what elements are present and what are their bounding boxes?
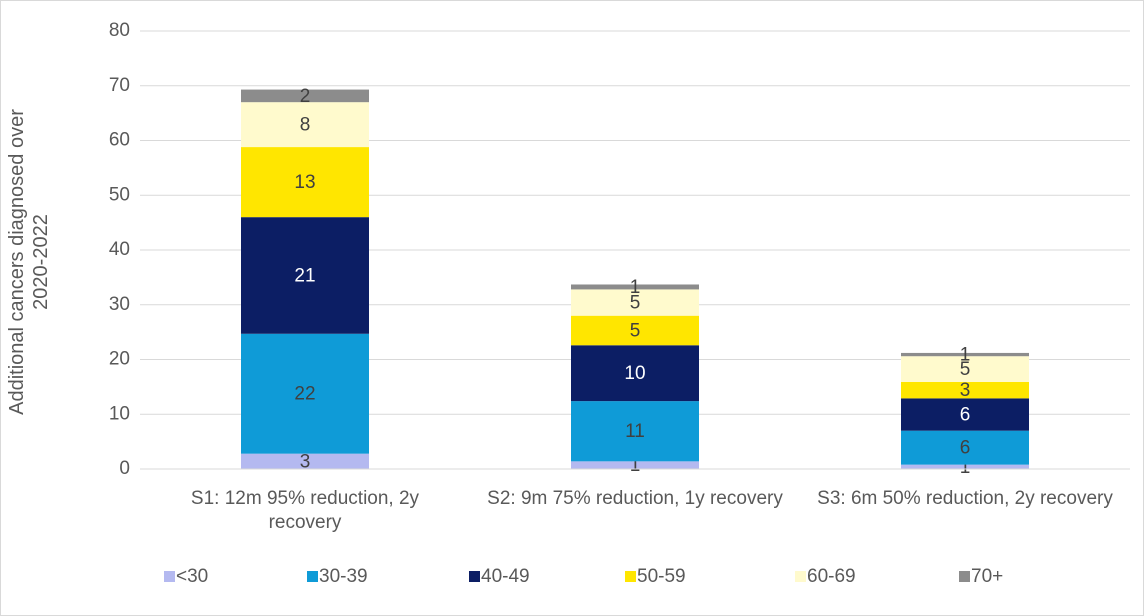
bar-segment (241, 89, 369, 103)
bar-segment (901, 464, 1029, 469)
y-tick-label: 60 (109, 130, 130, 151)
y-axis-title: Additional cancers diagnosed over 2020-2… (6, 109, 52, 415)
bar-segment (901, 430, 1029, 465)
legend-swatch (469, 571, 480, 582)
bar-segment (241, 217, 369, 334)
bar-segment (241, 147, 369, 218)
bar-segment (901, 352, 1029, 357)
legend-swatch (795, 571, 806, 582)
bar-segment (241, 453, 369, 469)
data-label: 1 (630, 455, 641, 476)
data-label: 3 (300, 451, 311, 472)
bar-segment (571, 284, 699, 290)
data-label: 13 (294, 172, 315, 193)
data-label: 11 (625, 421, 645, 442)
bar-segment (901, 356, 1029, 382)
legend-label: 40-49 (481, 566, 530, 587)
y-tick-label: 50 (109, 184, 130, 205)
data-label: 3 (960, 380, 971, 401)
data-label: 6 (960, 405, 971, 426)
data-label: 1 (960, 345, 971, 366)
bar-segment (241, 102, 369, 148)
legend-label: 30-39 (319, 566, 368, 587)
bar-segment (571, 461, 699, 469)
legend-swatch (625, 571, 636, 582)
data-label: 1 (630, 277, 641, 298)
bar-segment (571, 345, 699, 402)
data-label: 6 (960, 438, 971, 459)
bar-segment (241, 333, 369, 454)
legend-label: 60-69 (807, 566, 856, 587)
bar-segment (571, 315, 699, 346)
legend-label: <30 (176, 566, 208, 587)
y-tick-label: 30 (109, 294, 130, 315)
y-tick-label: 20 (109, 349, 130, 370)
x-tick-label: S2: 9m 75% reduction, 1y recovery (487, 488, 783, 509)
data-label: 1 (960, 457, 971, 478)
data-label: 5 (630, 320, 641, 341)
data-label: 5 (630, 293, 641, 314)
legend-swatch (164, 571, 175, 582)
y-tick-label: 40 (109, 239, 130, 260)
legend-label: 70+ (971, 566, 1003, 587)
data-label: 22 (294, 384, 315, 405)
legend-swatch (959, 571, 970, 582)
x-tick-label: S3: 6m 50% reduction, 2y recovery (817, 488, 1113, 509)
y-tick-label: 70 (109, 75, 130, 96)
legend-label: 50-59 (637, 566, 686, 587)
bar-segment (571, 289, 699, 316)
y-tick-label: 10 (109, 403, 130, 424)
y-tick-label: 0 (119, 458, 130, 479)
x-tick-label: S1: 12m 95% reduction, 2y recovery (190, 488, 420, 533)
data-label: 10 (624, 363, 645, 384)
data-label: 2 (300, 86, 311, 107)
data-label: 21 (294, 265, 315, 286)
bar-segment (901, 398, 1029, 431)
bar-segment (901, 381, 1029, 399)
data-label: 8 (300, 115, 311, 136)
data-label: 5 (960, 359, 971, 380)
legend-swatch (307, 571, 318, 582)
bar-segment (571, 401, 699, 462)
y-tick-label: 80 (109, 20, 130, 41)
